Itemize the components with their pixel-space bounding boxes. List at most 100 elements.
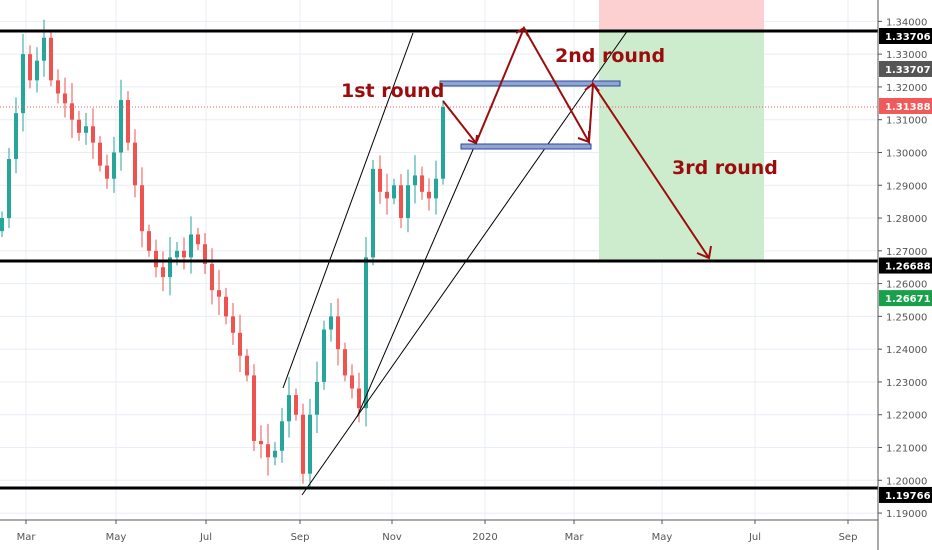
candle — [441, 100, 445, 185]
annotation-2nd-round: 2nd round — [555, 45, 665, 67]
candle-body — [105, 165, 109, 179]
stop-zone[interactable] — [599, 0, 764, 31]
candle-body — [182, 250, 186, 258]
y-tick-label: 1.28000 — [886, 214, 927, 225]
candle-body — [21, 54, 25, 114]
candle-body — [385, 191, 389, 199]
candle-body — [231, 316, 235, 333]
candle-body — [140, 185, 144, 232]
position-tool[interactable] — [599, 0, 764, 260]
y-tick-label: 1.22000 — [886, 411, 927, 422]
price-label-bg — [879, 28, 932, 44]
candle — [350, 364, 354, 399]
y-tick-label: 1.23000 — [886, 378, 927, 389]
candle-body — [357, 388, 361, 409]
candle — [98, 136, 102, 172]
path-arrows[interactable] — [442, 25, 712, 260]
candle-body — [329, 316, 333, 330]
x-tick-label: May — [652, 532, 673, 543]
trendline-1[interactable] — [282, 32, 414, 389]
lower-zone-box[interactable] — [460, 143, 592, 150]
candle — [105, 154, 109, 189]
candle-body — [133, 142, 137, 186]
upper-zone-box[interactable] — [439, 80, 621, 87]
horizontal-levels[interactable] — [0, 29, 878, 490]
candle — [7, 147, 11, 229]
candle — [231, 302, 235, 345]
price-label-bg — [879, 486, 932, 503]
candle — [224, 287, 228, 325]
candle — [154, 239, 158, 278]
candle-body — [0, 218, 4, 232]
candle-body — [245, 355, 249, 376]
candle-body — [266, 444, 270, 458]
trendline-2[interactable] — [356, 144, 476, 418]
candle-body — [196, 234, 200, 245]
candle-body — [336, 316, 340, 350]
arrowhead — [584, 82, 600, 92]
candle — [28, 45, 32, 89]
candle — [308, 398, 312, 488]
candle-body — [49, 37, 53, 81]
candle-body — [252, 375, 256, 441]
price-label-text: 1.33707 — [885, 65, 931, 76]
y-tick-label: 1.26000 — [886, 280, 927, 291]
target-zone[interactable] — [599, 31, 764, 260]
candle — [112, 136, 116, 193]
y-tick-label: 1.24000 — [886, 345, 927, 356]
candle — [35, 47, 39, 93]
candle-body — [322, 329, 326, 382]
candle — [217, 269, 221, 316]
candle — [140, 167, 144, 248]
candle — [91, 108, 95, 159]
candle — [420, 166, 424, 200]
x-tick-label: Sep — [839, 532, 858, 543]
price-label-text: 1.19766 — [885, 491, 931, 502]
price-label: 1.33706 — [879, 28, 932, 44]
candle-body — [287, 395, 291, 422]
candle — [406, 169, 410, 233]
candle-body — [7, 159, 11, 219]
candle-body — [308, 414, 312, 474]
candle — [238, 314, 242, 372]
candle — [434, 160, 438, 215]
path-arrow-line[interactable] — [442, 25, 710, 259]
price-label-bg — [879, 97, 932, 114]
candle — [161, 251, 165, 292]
candle — [280, 407, 284, 463]
candle — [399, 174, 403, 229]
candle-body — [126, 100, 130, 143]
candle — [70, 82, 74, 138]
candle — [42, 19, 46, 77]
candle-body — [371, 168, 375, 258]
candle-body — [119, 100, 123, 153]
candle — [287, 377, 291, 438]
candle — [329, 302, 333, 342]
annotation-3rd-round: 3rd round — [672, 157, 778, 179]
zone-boxes[interactable] — [439, 80, 621, 150]
candle-body — [91, 126, 95, 143]
candle — [343, 342, 347, 382]
x-tick-label: Mar — [17, 532, 37, 543]
candle-body — [112, 152, 116, 179]
price-axis[interactable]: 1.34000 1.33000 1.32000 1.31000 1.30000 1.290… — [877, 0, 932, 550]
x-tick-label: 2020 — [472, 532, 497, 543]
candle — [63, 77, 67, 118]
x-tick-label: May — [106, 532, 127, 543]
candles — [0, 19, 445, 488]
candle — [322, 320, 326, 390]
candle-body — [168, 257, 172, 278]
candle — [119, 79, 123, 171]
price-label-bg — [879, 290, 932, 307]
candle-body — [189, 234, 193, 258]
candle-body — [14, 113, 18, 160]
candle-body — [441, 106, 445, 179]
candle-body — [406, 185, 410, 219]
candle-body — [56, 80, 60, 94]
arrowhead — [696, 245, 712, 260]
candle-body — [238, 332, 242, 356]
candle — [56, 69, 60, 104]
candle-body — [350, 375, 354, 389]
time-axis[interactable]: Mar May Jul Sep Nov 2020 Mar May Jul Sep — [0, 519, 878, 543]
